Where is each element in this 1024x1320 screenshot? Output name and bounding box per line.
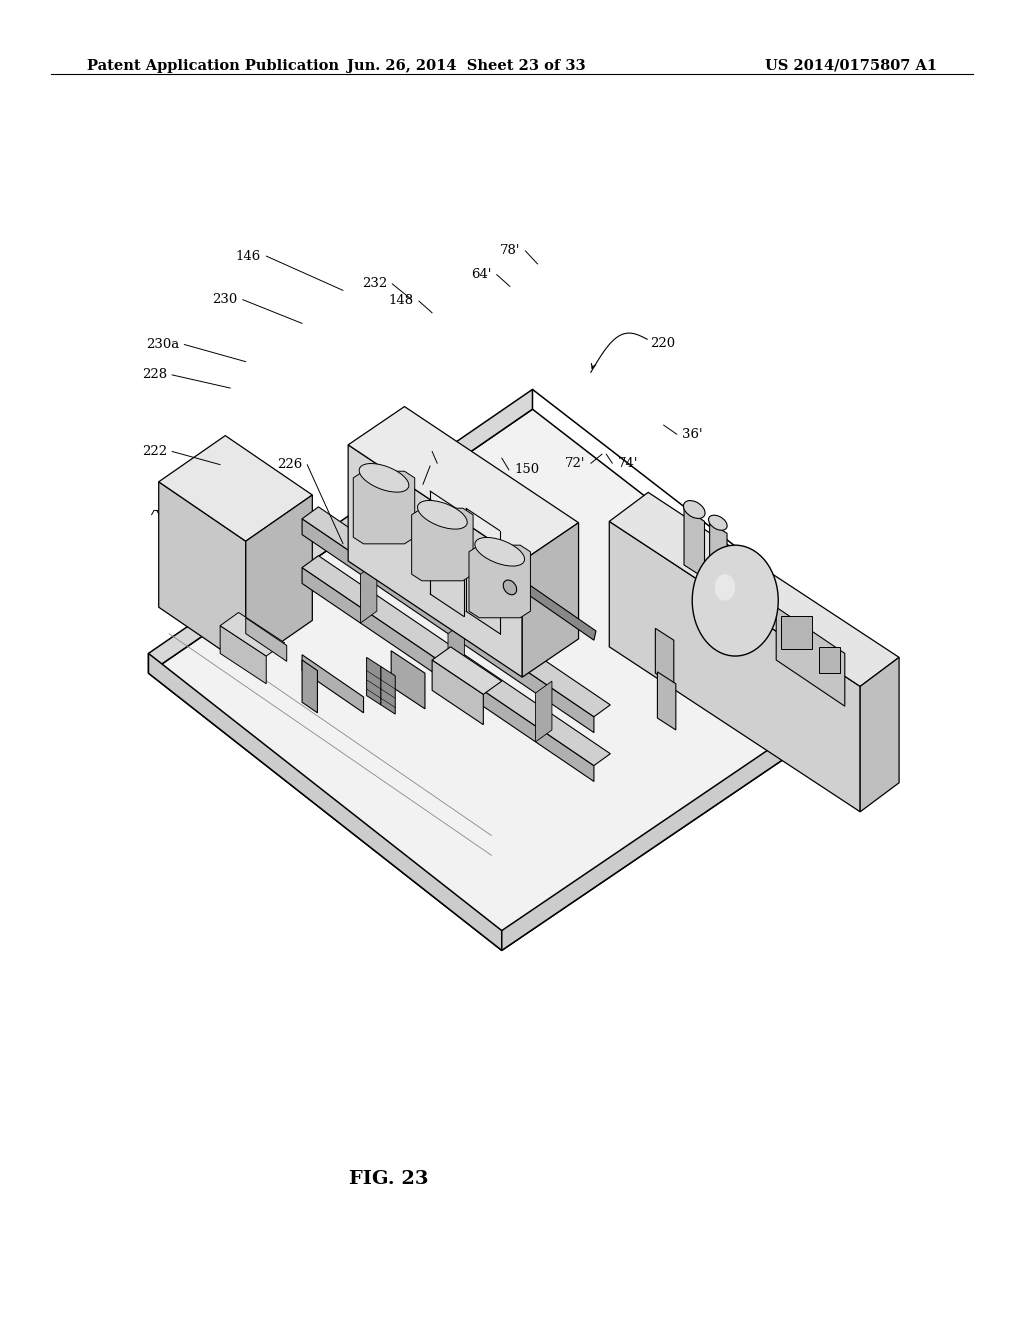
Polygon shape bbox=[360, 562, 377, 623]
Text: Jun. 26, 2014  Sheet 23 of 33: Jun. 26, 2014 Sheet 23 of 33 bbox=[346, 58, 586, 73]
Polygon shape bbox=[655, 628, 674, 685]
Ellipse shape bbox=[359, 463, 409, 492]
Polygon shape bbox=[657, 672, 676, 730]
Text: 72': 72' bbox=[565, 457, 586, 470]
Text: US 2014/0175807 A1: US 2014/0175807 A1 bbox=[765, 58, 937, 73]
Polygon shape bbox=[159, 436, 312, 541]
Polygon shape bbox=[776, 607, 845, 706]
Polygon shape bbox=[412, 508, 473, 581]
Polygon shape bbox=[710, 523, 727, 587]
Ellipse shape bbox=[475, 537, 524, 566]
Polygon shape bbox=[220, 612, 285, 656]
Circle shape bbox=[715, 574, 735, 601]
Text: 74': 74' bbox=[617, 457, 638, 470]
Text: FIG. 23: FIG. 23 bbox=[349, 1170, 429, 1188]
Polygon shape bbox=[220, 626, 266, 684]
Polygon shape bbox=[684, 508, 705, 578]
Polygon shape bbox=[246, 495, 312, 667]
Ellipse shape bbox=[709, 515, 727, 531]
Polygon shape bbox=[512, 574, 596, 640]
Text: 226: 226 bbox=[276, 458, 302, 471]
Text: 146: 146 bbox=[236, 249, 261, 263]
Text: 150: 150 bbox=[514, 463, 540, 477]
Polygon shape bbox=[148, 389, 532, 673]
Polygon shape bbox=[522, 523, 579, 677]
Polygon shape bbox=[367, 657, 381, 705]
Polygon shape bbox=[302, 660, 317, 713]
Ellipse shape bbox=[503, 579, 517, 595]
FancyBboxPatch shape bbox=[819, 647, 840, 673]
Polygon shape bbox=[148, 653, 502, 950]
Polygon shape bbox=[502, 667, 891, 950]
Polygon shape bbox=[302, 568, 594, 781]
Polygon shape bbox=[469, 545, 530, 618]
Polygon shape bbox=[348, 407, 579, 561]
Polygon shape bbox=[609, 521, 860, 812]
Polygon shape bbox=[246, 618, 287, 661]
Text: 148: 148 bbox=[388, 294, 414, 308]
Polygon shape bbox=[353, 471, 415, 544]
Text: θ: θ bbox=[476, 595, 482, 606]
Text: 230: 230 bbox=[212, 293, 238, 306]
Polygon shape bbox=[148, 409, 891, 950]
Ellipse shape bbox=[683, 500, 706, 519]
Polygon shape bbox=[449, 622, 465, 682]
Polygon shape bbox=[432, 660, 483, 725]
Polygon shape bbox=[391, 651, 425, 709]
Polygon shape bbox=[302, 655, 364, 713]
Text: 78': 78' bbox=[500, 244, 520, 257]
Text: 228: 228 bbox=[141, 368, 167, 381]
Text: 220: 220 bbox=[650, 337, 676, 350]
FancyBboxPatch shape bbox=[781, 616, 812, 649]
Polygon shape bbox=[348, 445, 522, 677]
Polygon shape bbox=[302, 556, 610, 766]
Text: 64': 64' bbox=[471, 268, 492, 281]
Polygon shape bbox=[381, 667, 395, 714]
Polygon shape bbox=[159, 482, 246, 667]
Polygon shape bbox=[536, 681, 552, 742]
Text: 136: 136 bbox=[442, 457, 468, 470]
Text: Patent Application Publication: Patent Application Publication bbox=[87, 58, 339, 73]
Polygon shape bbox=[432, 647, 502, 694]
Text: 230a: 230a bbox=[146, 338, 179, 351]
Polygon shape bbox=[860, 657, 899, 812]
Text: 232: 232 bbox=[361, 277, 387, 290]
Polygon shape bbox=[302, 507, 610, 717]
Polygon shape bbox=[302, 519, 594, 733]
Text: 36': 36' bbox=[682, 428, 702, 441]
Circle shape bbox=[692, 545, 778, 656]
Text: 222: 222 bbox=[141, 445, 167, 458]
Ellipse shape bbox=[418, 500, 467, 529]
Polygon shape bbox=[609, 492, 899, 686]
Text: 134: 134 bbox=[428, 478, 454, 491]
